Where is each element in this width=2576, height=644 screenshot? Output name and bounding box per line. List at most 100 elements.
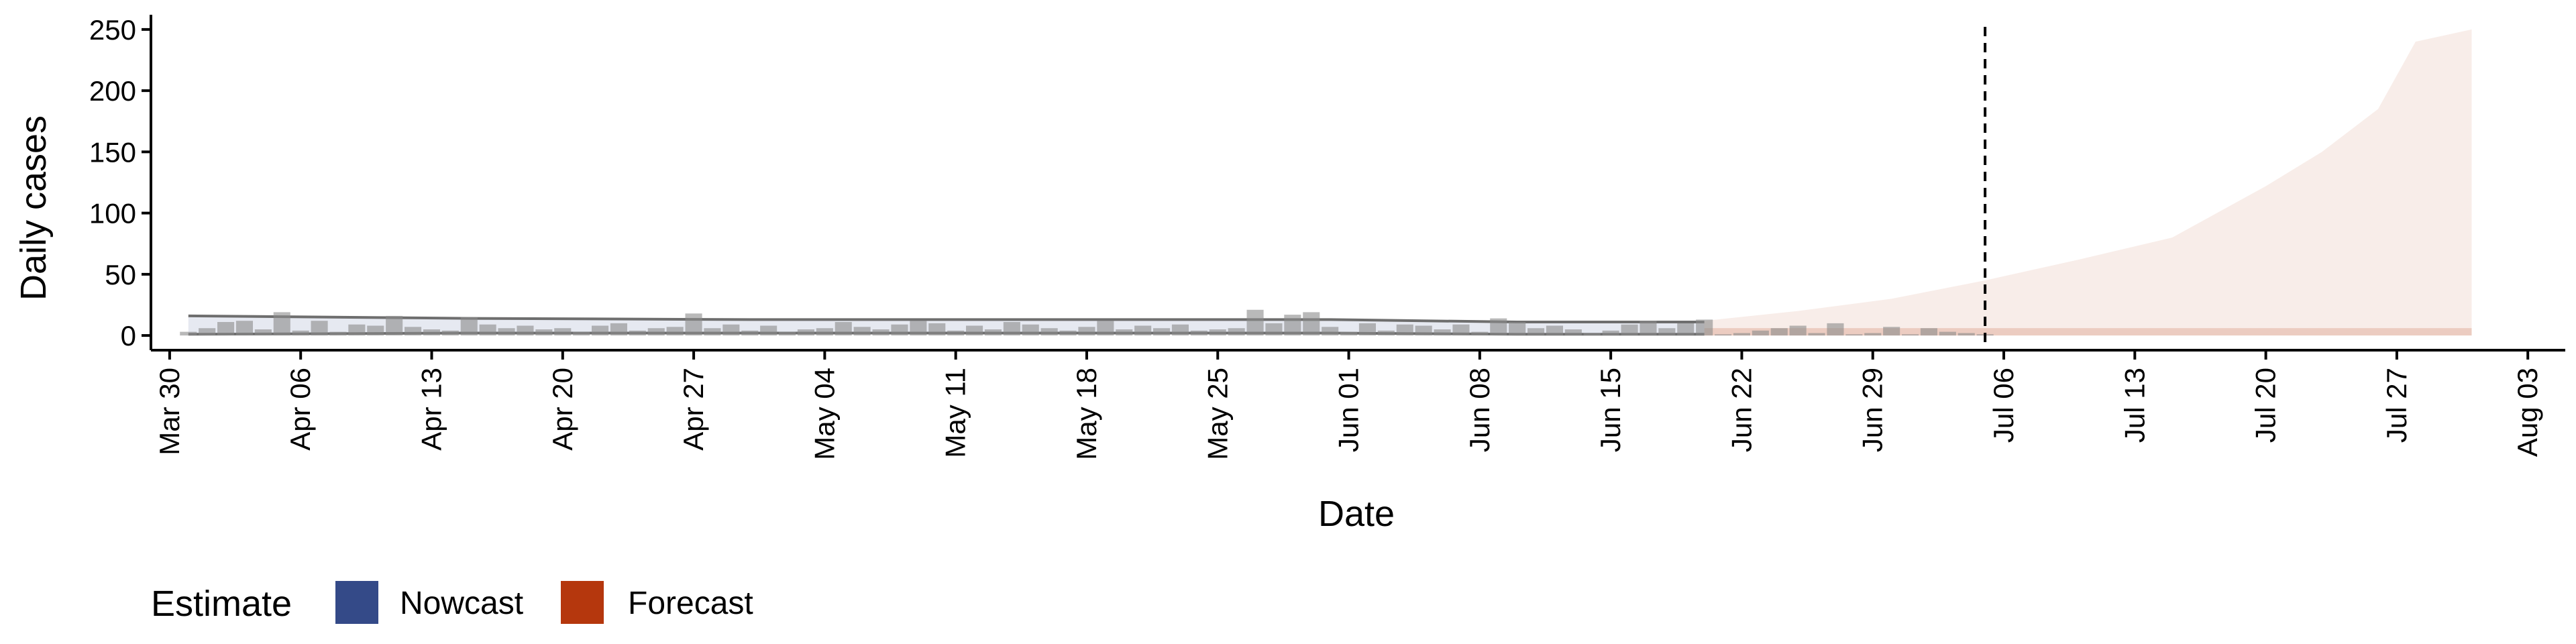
- case-bar: [1228, 328, 1245, 336]
- x-tick-label: May 11: [940, 368, 971, 458]
- case-bar: [1864, 333, 1882, 336]
- case-bar: [1434, 329, 1451, 336]
- case-bar: [592, 325, 609, 336]
- case-bar: [1621, 324, 1638, 336]
- case-bar: [1509, 322, 1526, 336]
- x-tick-label: Mar 30: [154, 368, 185, 455]
- case-bar: [1677, 323, 1695, 336]
- case-bar: [853, 327, 871, 336]
- case-bar: [1003, 322, 1020, 336]
- case-bar: [329, 331, 347, 336]
- case-bar: [1209, 329, 1226, 336]
- case-bar: [891, 324, 908, 336]
- case-bar: [704, 328, 721, 336]
- x-tick-label: Apr 06: [284, 368, 316, 451]
- case-bar: [554, 328, 572, 336]
- case-bar: [573, 331, 590, 336]
- y-tick-labels: 0 50 100 150 200 250: [89, 14, 136, 352]
- x-tick-label: Jul 20: [2250, 368, 2282, 443]
- case-bar: [610, 323, 627, 336]
- case-bar: [441, 330, 459, 336]
- case-bar: [647, 328, 665, 336]
- case-bar: [479, 324, 496, 336]
- case-bar: [872, 329, 890, 336]
- case-bar: [947, 330, 965, 336]
- x-axis-title: Date: [1318, 494, 1395, 534]
- case-bar: [292, 330, 309, 336]
- case-bar: [1340, 331, 1358, 336]
- case-bar: [910, 321, 927, 336]
- forecast-band-inner: [1704, 328, 2472, 336]
- x-tick-label: May 25: [1201, 368, 1233, 460]
- case-bar: [1471, 331, 1489, 336]
- case-bar: [1752, 330, 1769, 336]
- case-bar: [1920, 328, 1937, 336]
- case-bar: [966, 325, 983, 336]
- case-bar: [1527, 328, 1545, 336]
- case-bar: [1564, 329, 1582, 336]
- y-axis-title: Daily cases: [13, 115, 54, 301]
- case-bar: [1733, 333, 1750, 336]
- x-tick-label: Jun 08: [1464, 368, 1495, 452]
- case-bar: [180, 331, 197, 336]
- case-bar: [1022, 324, 1039, 336]
- case-bar: [1715, 334, 1732, 336]
- case-bar: [1640, 321, 1657, 336]
- case-bar: [1490, 318, 1507, 336]
- y-tick-label: 100: [89, 198, 136, 229]
- case-bar: [254, 329, 272, 336]
- case-bar: [1957, 333, 1975, 336]
- case-bar: [1358, 323, 1376, 336]
- y-tick-label: 150: [89, 136, 136, 168]
- forecast-band: [1704, 29, 2472, 336]
- case-bar: [1246, 309, 1264, 336]
- case-bar: [1883, 327, 1900, 336]
- case-bar: [1452, 324, 1470, 336]
- case-bar: [311, 321, 328, 336]
- case-bar: [405, 327, 422, 336]
- case-bar: [835, 322, 852, 336]
- legend: Estimate Nowcast Forecast: [151, 581, 753, 624]
- legend-label-nowcast: Nowcast: [400, 586, 523, 621]
- case-bar: [235, 321, 253, 336]
- x-tick-label: May 18: [1071, 368, 1102, 460]
- case-bar: [1097, 321, 1114, 336]
- legend-swatch-nowcast: [335, 581, 378, 624]
- case-bar: [666, 327, 684, 336]
- legend-title: Estimate: [151, 584, 292, 624]
- x-tick-label: May 04: [808, 368, 840, 460]
- case-bar: [348, 324, 366, 336]
- x-tick-label: Jul 13: [2118, 368, 2150, 443]
- legend-label-forecast: Forecast: [628, 586, 753, 621]
- y-tick-label: 50: [105, 259, 136, 290]
- case-bar: [367, 325, 384, 336]
- x-tick-label: Apr 13: [416, 368, 447, 451]
- case-bar: [1827, 323, 1844, 336]
- case-bar: [1808, 333, 1825, 336]
- case-bar: [1658, 328, 1676, 336]
- x-tick-labels: Mar 30 Apr 06 Apr 13 Apr 20 Apr 27 May 04 May …: [154, 368, 2543, 460]
- case-bar: [1171, 324, 1189, 336]
- case-bar: [685, 313, 702, 336]
- case-bar: [1059, 330, 1077, 336]
- case-bar: [460, 317, 478, 336]
- x-tick-label: Aug 03: [2512, 368, 2543, 457]
- case-bar: [1153, 328, 1171, 336]
- case-bar: [816, 328, 833, 336]
- axes: [142, 15, 2565, 360]
- case-bar: [1696, 319, 1713, 336]
- case-bar: [1322, 327, 1339, 336]
- x-tick-label: Jun 29: [1857, 368, 1888, 452]
- case-bar: [1583, 333, 1601, 336]
- case-bar: [1845, 334, 1863, 336]
- x-tick-label: Jul 27: [2381, 368, 2412, 443]
- reported-case-bars: [180, 309, 1994, 336]
- case-bar: [629, 330, 646, 336]
- case-bar: [1939, 331, 1956, 336]
- case-bar: [1040, 328, 1058, 336]
- case-bar: [984, 329, 1002, 336]
- x-tick-label: Jun 22: [1725, 368, 1757, 452]
- case-bar: [517, 325, 534, 336]
- case-bar: [1116, 329, 1133, 336]
